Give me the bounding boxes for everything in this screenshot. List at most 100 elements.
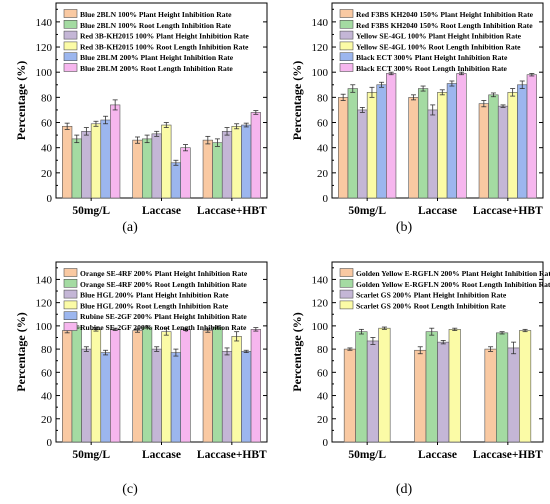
legend-swatch [63, 268, 78, 277]
x-tick-label: Laccase [418, 449, 457, 461]
x-tick-label: Laccase+HBT [473, 449, 543, 461]
legend-entry: Scarlet GS 200% Plant Height Inhibition … [356, 291, 507, 300]
panel-label: (a) [122, 220, 138, 235]
x-tick-label: Laccase+HBT [197, 205, 267, 217]
bar [338, 97, 349, 199]
legend-entry: Yellow SE-4GL 100% Root Length Inhibitio… [356, 42, 521, 51]
legend-swatch [339, 300, 354, 310]
bar [110, 329, 121, 443]
bar [343, 348, 356, 443]
bar [446, 83, 458, 199]
bar [132, 139, 143, 199]
legend-entry: Blue HGL 200% Root Length Inhibition Rat… [80, 301, 229, 310]
panel-label: (c) [122, 482, 138, 497]
legend-entry: Red 3B-KH2015 100% Root Length Inhibitio… [80, 42, 249, 51]
legend-entry: Red 3B-KH2015 100% Plant Height Inhibiti… [80, 32, 249, 41]
legend-swatch [63, 322, 78, 331]
bar [132, 330, 143, 443]
y-tick-label: 120 [36, 298, 53, 310]
legend-entry: Black ECT 300% Plant Height Inhibition R… [356, 53, 508, 62]
legend-swatch [339, 278, 354, 288]
bar [71, 326, 82, 443]
y-tick-label: 80 [317, 92, 329, 104]
legend-swatch [63, 30, 78, 40]
bar [250, 329, 261, 443]
bar [414, 349, 427, 443]
legend-entry: Rubine SE-2GF 200% Plant Height Inhibiti… [80, 312, 247, 321]
bar [448, 329, 461, 443]
x-tick-label: 50mg/L [72, 205, 110, 217]
y-axis-label: Percentage (%) [290, 61, 304, 140]
legend-entry: Scarlet GS 200% Root Length Inhibition R… [356, 301, 506, 310]
bar [221, 131, 233, 199]
bar [231, 336, 242, 443]
bar [90, 329, 102, 443]
legend-swatch [339, 19, 354, 29]
bar [151, 133, 162, 199]
y-tick-label: 100 [312, 321, 329, 333]
y-tick-label: 80 [317, 344, 329, 356]
y-tick-label: 20 [41, 168, 53, 180]
bar [427, 109, 438, 199]
x-tick-label: Laccase [142, 449, 181, 461]
bar [231, 125, 242, 199]
bar [425, 331, 438, 443]
bar [366, 92, 378, 199]
x-tick-label: Laccase [418, 205, 457, 217]
y-tick-label: 40 [317, 143, 329, 155]
legend: Red F3BS KH2040 150% Plant Height Inhibi… [339, 9, 534, 73]
bar [497, 105, 509, 199]
bar [71, 138, 82, 199]
chart-panel-2: 0 20 40 60 80 100 120 140 Percentage (%) 50mg/L La… [290, 2, 544, 235]
legend-entry: Rubine SE-2GF 200% Root Length Inhibitio… [80, 323, 247, 332]
bar [437, 341, 450, 443]
bar [62, 330, 73, 443]
bar [478, 103, 489, 199]
bar [507, 92, 518, 199]
y-tick-label: 100 [36, 67, 53, 79]
bar [180, 147, 191, 199]
bar [180, 329, 191, 443]
bar [81, 348, 92, 443]
y-tick-label: 20 [41, 414, 53, 426]
x-tick-label: 50mg/L [348, 205, 386, 217]
legend-swatch [63, 19, 78, 29]
legend-swatch [63, 52, 78, 62]
y-tick-label: 140 [312, 274, 329, 286]
legend-entry: Blue HGL 200% Plant Height Inhibition Ra… [80, 291, 229, 300]
legend-entry: Blue 2BLN 100% Plant Height Inhibition R… [80, 10, 232, 19]
bar [456, 73, 467, 199]
y-axis-label: Percentage (%) [14, 312, 28, 391]
y-tick-label: 140 [36, 17, 53, 29]
y-tick-label: 100 [36, 321, 53, 333]
y-tick-label: 80 [41, 344, 53, 356]
bar [151, 348, 162, 443]
y-tick-label: 120 [312, 298, 329, 310]
legend-entry: Red F3BS KH2040 150% Root Length Inhibit… [356, 21, 533, 30]
y-axis-label: Percentage (%) [14, 61, 28, 140]
bar [142, 138, 153, 199]
y-tick-label: 0 [323, 193, 329, 205]
legend-swatch [63, 300, 78, 310]
bar [507, 347, 520, 443]
legend: Orange SE-4RF 200% Plant Height Inhibiti… [63, 268, 248, 332]
legend-entry: Orange SE-4RF 200% Root Length Inhibitio… [80, 280, 247, 289]
chart-panel-4: 0 20 40 60 80 100 120 140 Percentage (%) 50mg/L La… [290, 261, 550, 497]
y-tick-label: 20 [317, 414, 329, 426]
panel-label: (b) [396, 220, 413, 235]
legend-swatch [339, 289, 354, 299]
legend-entry: Red F3BS KH2040 150% Plant Height Inhibi… [356, 10, 534, 19]
bar [355, 331, 368, 443]
bar [366, 340, 379, 443]
bar [378, 327, 391, 443]
y-tick-label: 140 [36, 274, 53, 286]
bar [202, 139, 213, 199]
bar [437, 92, 448, 199]
legend-entry: Blue 2BLM 200% Root Length Inhibition Ra… [80, 64, 233, 73]
bar [110, 104, 121, 199]
legend-swatch [63, 311, 78, 321]
y-tick-label: 40 [41, 143, 53, 155]
x-tick-label: Laccase+HBT [473, 205, 543, 217]
y-tick-label: 40 [41, 391, 53, 403]
bar [250, 112, 261, 199]
